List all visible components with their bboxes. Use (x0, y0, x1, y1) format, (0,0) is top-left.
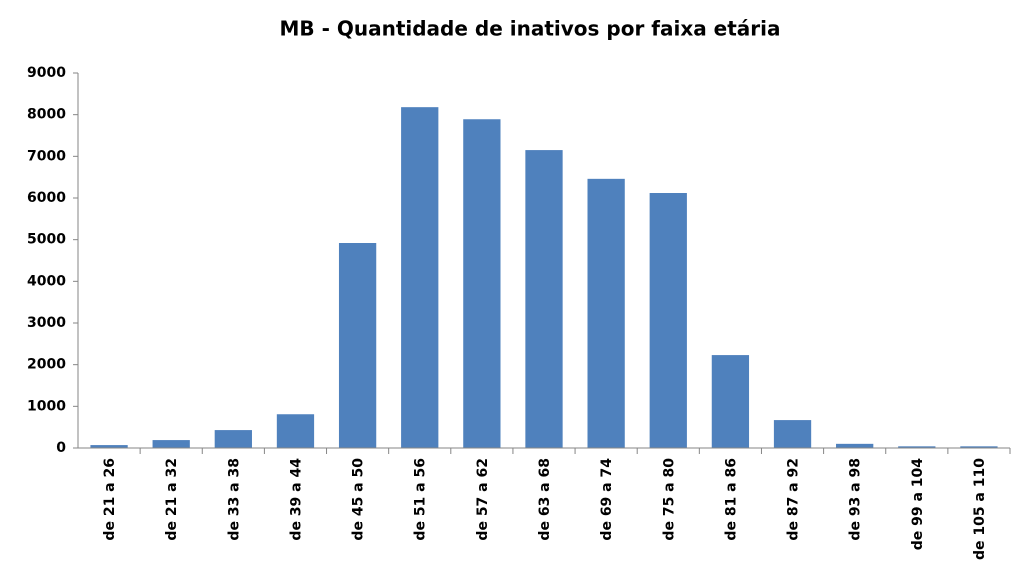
x-tick-label: de 63 a 68 (537, 458, 553, 541)
bar (214, 430, 252, 448)
x-tick-label: de 51 a 56 (413, 458, 429, 541)
y-tick-label: 5000 (27, 232, 66, 248)
y-tick-label: 8000 (27, 107, 66, 123)
x-tick-label: de 87 a 92 (786, 458, 802, 541)
bar (773, 420, 812, 448)
x-tick-label: de 69 a 74 (599, 458, 615, 541)
bar (338, 243, 377, 448)
bar (836, 443, 874, 448)
bar (898, 446, 936, 448)
y-tick-label: 9000 (27, 65, 66, 81)
bar (525, 150, 563, 449)
x-tick-label: de 105 a 110 (972, 458, 988, 560)
x-tick-label: de 39 a 44 (288, 458, 304, 541)
x-tick-label: de 21 a 32 (164, 458, 180, 541)
x-tick-label: de 21 a 26 (102, 458, 118, 541)
x-tick-label: de 99 a 104 (910, 458, 926, 551)
y-tick-label: 6000 (27, 190, 66, 206)
x-tick-label: de 81 a 86 (723, 458, 739, 541)
y-tick-label: 3000 (27, 315, 66, 331)
x-tick-label: de 45 a 50 (351, 458, 367, 541)
y-tick-label: 0 (56, 440, 66, 456)
bar (401, 107, 439, 449)
bar (711, 355, 750, 448)
bar (276, 414, 315, 448)
bar (90, 445, 128, 448)
bar (649, 193, 687, 448)
bar (960, 446, 998, 448)
bar (463, 119, 501, 448)
y-tick-label: 1000 (27, 398, 66, 414)
x-tick-label: de 57 a 62 (475, 458, 491, 541)
y-tick-label: 7000 (27, 148, 66, 164)
x-tick-label: de 33 a 38 (226, 458, 242, 541)
chart-title: MB - Quantidade de inativos por faixa et… (279, 17, 780, 41)
y-tick-label: 2000 (27, 357, 66, 373)
bar (152, 440, 190, 448)
x-tick-label: de 93 a 98 (848, 458, 864, 541)
x-tick-label: de 75 a 80 (661, 458, 677, 541)
y-tick-label: 4000 (27, 273, 66, 289)
bar (587, 178, 625, 449)
